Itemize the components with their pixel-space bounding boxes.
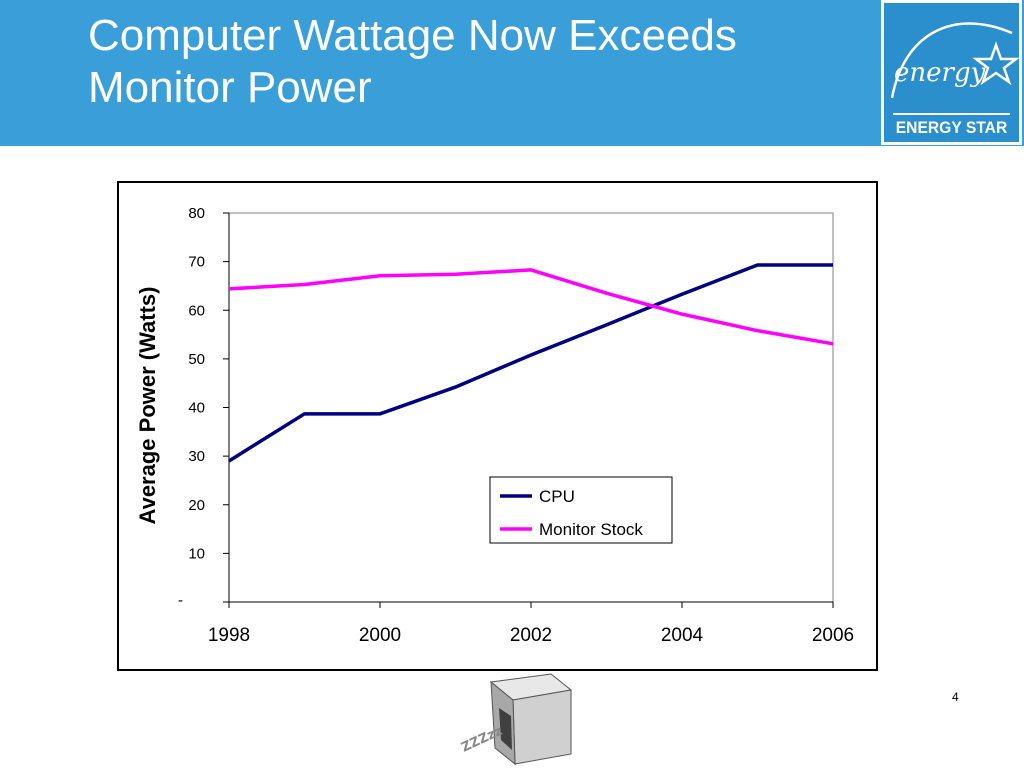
x-tick-label: 2004 [661, 625, 704, 646]
y-tick-label: 70 [188, 254, 205, 271]
chart-legend: CPU Monitor Stock [489, 476, 673, 544]
legend-label: Monitor Stock [539, 520, 643, 539]
y-axis-title: Average Power (Watts) [135, 287, 160, 525]
slide-header: Computer Wattage Now Exceeds Monitor Pow… [0, 0, 1024, 146]
energy-star-logo: energy ENERGY STAR [881, 0, 1022, 145]
line-chart: - 10 20 30 40 50 60 70 80 1998 2000 2002 2004 2006 Ave… [135, 205, 854, 646]
title-line-1: Computer Wattage Now Exceeds [88, 11, 737, 60]
energy-star-emblem: energy [890, 22, 1019, 99]
logo-script-text: energy [894, 58, 986, 88]
x-tick-label: 2000 [359, 625, 401, 646]
y-tick-label: 30 [188, 448, 205, 465]
logo-background: energy ENERGY STAR [884, 3, 1019, 142]
series-line-monitor-stock [228, 268, 834, 346]
star-icon [972, 41, 1019, 86]
sleeping-monitor-icon: ZZZzz [459, 673, 573, 766]
x-tick-label: 2006 [812, 625, 854, 646]
title-line-2: Monitor Power [88, 63, 372, 112]
legend-label: CPU [539, 487, 575, 506]
page-number: 4 [952, 690, 959, 704]
y-tick-label: 20 [188, 497, 205, 514]
chart-axes: - 10 20 30 40 50 60 70 80 1998 2000 2002 2004 2006 Ave… [135, 205, 854, 646]
series-line-cpu [228, 263, 833, 463]
slide-title: Computer Wattage Now Exceeds Monitor Pow… [88, 10, 868, 114]
chart-frame: - 10 20 30 40 50 60 70 80 1998 2000 2002 2004 2006 Ave… [117, 181, 878, 671]
y-tick-label: 40 [188, 400, 205, 417]
chart-series [228, 263, 834, 463]
x-tick-label: 2002 [510, 625, 552, 646]
y-tick-label: 10 [188, 545, 205, 562]
x-tick-label: 1998 [208, 625, 250, 646]
logo-band-text: ENERGY STAR [893, 113, 1010, 141]
y-tick-label: 60 [188, 302, 205, 319]
y-tick-label: 80 [188, 205, 205, 222]
y-tick-label: - [178, 592, 183, 609]
logo-arc [890, 22, 1013, 99]
y-tick-label: 50 [188, 351, 205, 368]
legend-box [489, 476, 673, 544]
